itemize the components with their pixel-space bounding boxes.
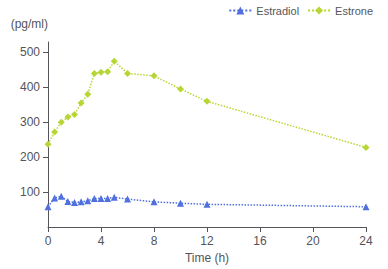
- svg-text:Estradiol: Estradiol: [256, 5, 299, 17]
- svg-text:100: 100: [20, 185, 40, 199]
- svg-text:12: 12: [200, 234, 214, 248]
- svg-text:400: 400: [20, 80, 40, 94]
- svg-text:(pg/ml): (pg/ml): [11, 17, 48, 31]
- svg-text:4: 4: [98, 234, 105, 248]
- svg-text:0: 0: [45, 234, 52, 248]
- svg-text:300: 300: [20, 115, 40, 129]
- svg-text:20: 20: [306, 234, 320, 248]
- svg-text:24: 24: [359, 234, 373, 248]
- svg-text:500: 500: [20, 45, 40, 59]
- svg-text:200: 200: [20, 150, 40, 164]
- svg-text:Estrone: Estrone: [335, 5, 373, 17]
- svg-text:16: 16: [253, 234, 267, 248]
- svg-text:8: 8: [151, 234, 158, 248]
- svg-text:Time (h): Time (h): [185, 251, 229, 265]
